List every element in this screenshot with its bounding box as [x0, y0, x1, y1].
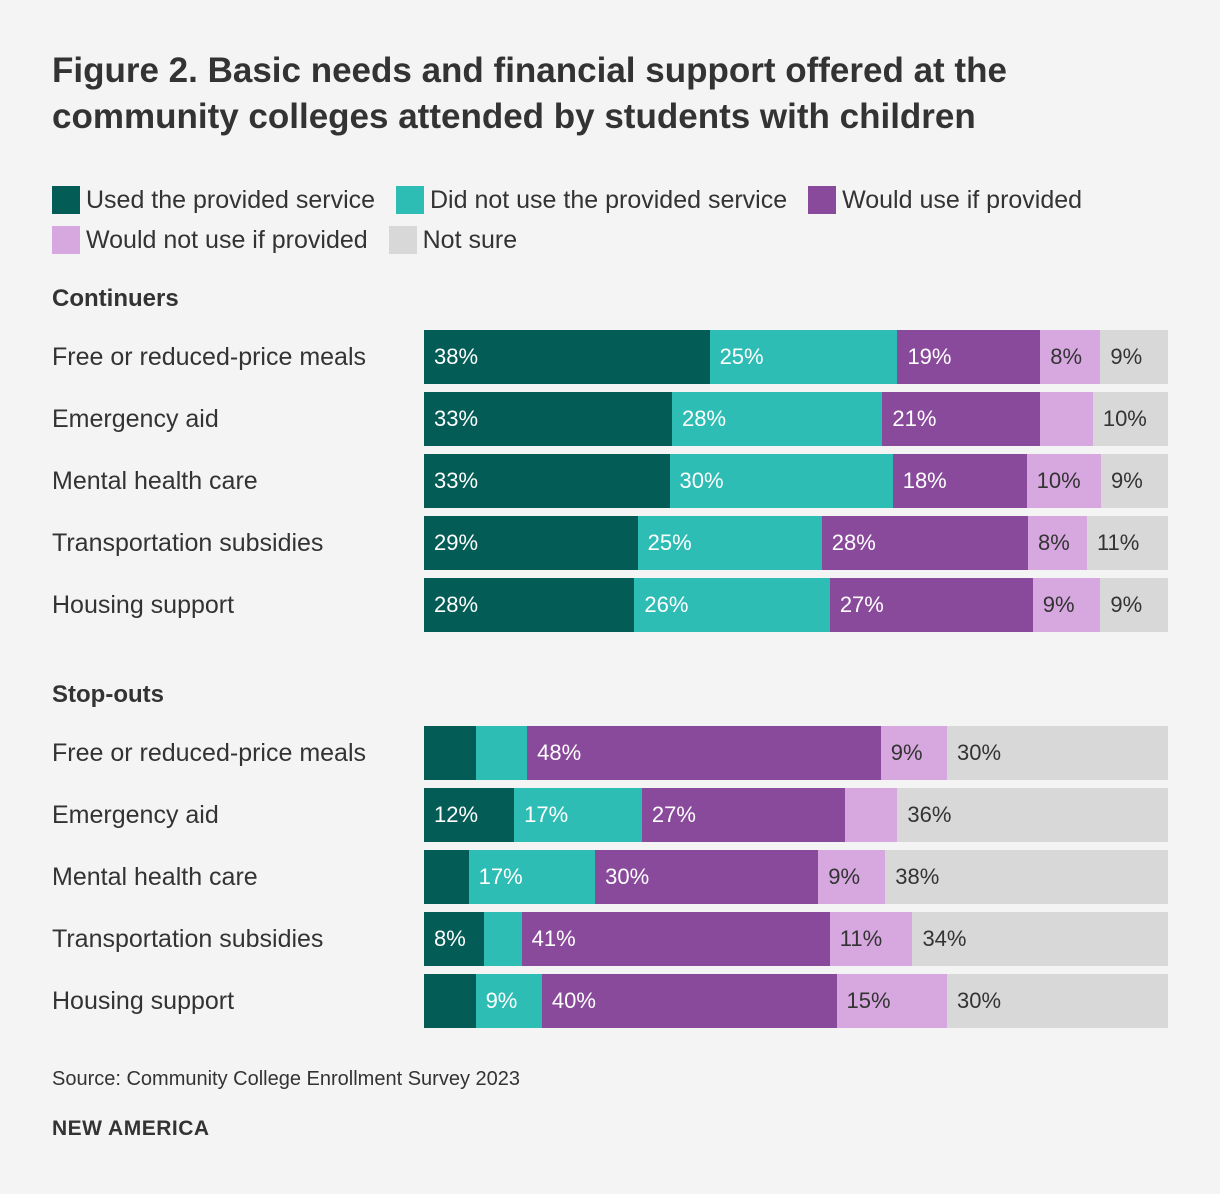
bar-segment-did-not-use: 25% — [637, 516, 822, 570]
stacked-bar: 17% 30% 9% 38% — [424, 850, 1168, 904]
chart-title: Figure 2. Basic needs and financial supp… — [52, 51, 1007, 136]
bar-segment-would-use: 27% — [829, 578, 1033, 632]
bar-segment-did-not-use: 30% — [669, 454, 893, 508]
bar-segment-would-not-use: 15% — [836, 974, 947, 1028]
category-label: Transportation subsidies — [52, 925, 324, 953]
legend-swatch-used — [52, 186, 80, 214]
bar-segment-not-sure: 9% — [1100, 578, 1168, 632]
bar-segment-did-not-use: 28% — [672, 392, 883, 446]
bar-segment-would-use: 30% — [595, 850, 819, 904]
legend-label-would-not-use: Would not use if provided — [86, 226, 368, 254]
bar-segment-not-sure: 36% — [897, 788, 1168, 842]
bar-segment-used: 28% — [424, 578, 635, 632]
legend-item-did-not-use: Did not use the provided service — [396, 186, 787, 214]
bar-segment-would-use: 21% — [882, 392, 1041, 446]
bar-segment-used — [424, 974, 476, 1028]
bar-segment-would-use: 19% — [897, 330, 1041, 384]
bar-segment-would-not-use: 11% — [829, 912, 913, 966]
stacked-bar: 33% 30% 18% 10% 9% — [424, 454, 1168, 508]
bar-segment-would-not-use: 9% — [880, 726, 947, 780]
group-title-continuers: Continuers — [52, 285, 179, 312]
bar-segment-used: 33% — [424, 392, 672, 446]
bar-segment-used: 38% — [424, 330, 710, 384]
bar-segment-used: 12% — [424, 788, 515, 842]
legend-item-would-not-use: Would not use if provided — [52, 226, 368, 254]
bar-segment-not-sure: 11% — [1086, 516, 1168, 570]
bar-segment-did-not-use: 17% — [468, 850, 596, 904]
bar-segment-not-sure: 10% — [1092, 392, 1168, 446]
category-label: Housing support — [52, 987, 235, 1015]
legend-swatch-did-not-use — [396, 186, 424, 214]
category-label: Free or reduced-price meals — [52, 343, 367, 371]
stacked-bar: 38% 25% 19% 8% 9% — [424, 330, 1168, 384]
bar-segment-did-not-use: 9% — [475, 974, 542, 1028]
bar-segment-would-not-use — [1040, 392, 1093, 446]
bar-segment-would-not-use — [844, 788, 898, 842]
bar-segment-used — [424, 726, 476, 780]
bar-segment-not-sure: 34% — [912, 912, 1168, 966]
category-label: Emergency aid — [52, 405, 219, 433]
bar-segment-did-not-use: 26% — [634, 578, 830, 632]
bar-segment-would-use: 41% — [521, 912, 830, 966]
bar-segment-not-sure: 38% — [885, 850, 1168, 904]
bar-segment-did-not-use: 17% — [514, 788, 642, 842]
bar-segment-did-not-use — [484, 912, 522, 966]
legend-item-would-use: Would use if provided — [808, 186, 1082, 214]
legend-label-not-sure: Not sure — [422, 226, 518, 254]
bar-segment-would-use: 40% — [541, 974, 837, 1028]
bar-segment-would-not-use: 9% — [1032, 578, 1101, 632]
category-label: Mental health care — [52, 467, 258, 495]
category-label: Housing support — [52, 591, 235, 619]
category-label: Free or reduced-price meals — [52, 739, 367, 767]
legend-swatch-not-sure — [388, 226, 417, 254]
legend-label-would-use: Would use if provided — [842, 186, 1083, 214]
bar-segment-not-sure: 9% — [1100, 330, 1168, 384]
category-label: Mental health care — [52, 863, 258, 891]
bar-segment-not-sure: 9% — [1101, 454, 1168, 508]
stacked-bar: 29% 25% 28% 8% 11% — [424, 516, 1168, 570]
bar-segment-would-use: 27% — [641, 788, 845, 842]
bar-segment-would-not-use: 10% — [1026, 454, 1101, 508]
legend: Used the provided service Did not use th… — [52, 180, 1132, 260]
source-note: Source: Community College Enrollment Sur… — [52, 1068, 520, 1090]
bar-segment-would-use: 28% — [821, 516, 1029, 570]
bar-segment-not-sure: 30% — [946, 974, 1168, 1028]
category-label: Emergency aid — [52, 801, 219, 829]
bar-segment-used — [424, 850, 469, 904]
stacked-bar: 28% 26% 27% 9% 9% — [424, 578, 1168, 632]
legend-swatch-would-not-use — [52, 226, 80, 254]
legend-item-not-sure: Not sure — [388, 226, 518, 254]
bar-segment-did-not-use — [475, 726, 528, 780]
category-label: Transportation subsidies — [52, 529, 324, 557]
stacked-bar: 33% 28% 21% 10% — [424, 392, 1168, 446]
bar-segment-used: 8% — [424, 912, 485, 966]
stacked-bar: 12% 17% 27% 36% — [424, 788, 1168, 842]
legend-swatch-would-use — [808, 186, 837, 214]
bar-segment-would-not-use: 8% — [1040, 330, 1101, 384]
bar-segment-would-use: 18% — [892, 454, 1027, 508]
brand-logo-text: NEW AMERICA — [52, 1117, 210, 1140]
bar-segment-would-use: 48% — [527, 726, 881, 780]
legend-label-used: Used the provided service — [86, 186, 376, 214]
stacked-bar: 8% 41% 11% 34% — [424, 912, 1168, 966]
stacked-bar: 48% 9% 30% — [424, 726, 1168, 780]
legend-label-did-not-use: Did not use the provided service — [430, 186, 788, 214]
bar-segment-would-not-use: 8% — [1028, 516, 1087, 570]
bar-segment-used: 33% — [424, 454, 670, 508]
bar-segment-would-not-use: 9% — [818, 850, 886, 904]
bar-segment-not-sure: 30% — [947, 726, 1168, 780]
bar-segment-did-not-use: 25% — [709, 330, 898, 384]
stacked-bar: 9% 40% 15% 30% — [424, 974, 1168, 1028]
group-title-stop-outs: Stop-outs — [52, 681, 164, 708]
legend-item-used: Used the provided service — [52, 186, 375, 214]
bar-segment-used: 29% — [424, 516, 638, 570]
